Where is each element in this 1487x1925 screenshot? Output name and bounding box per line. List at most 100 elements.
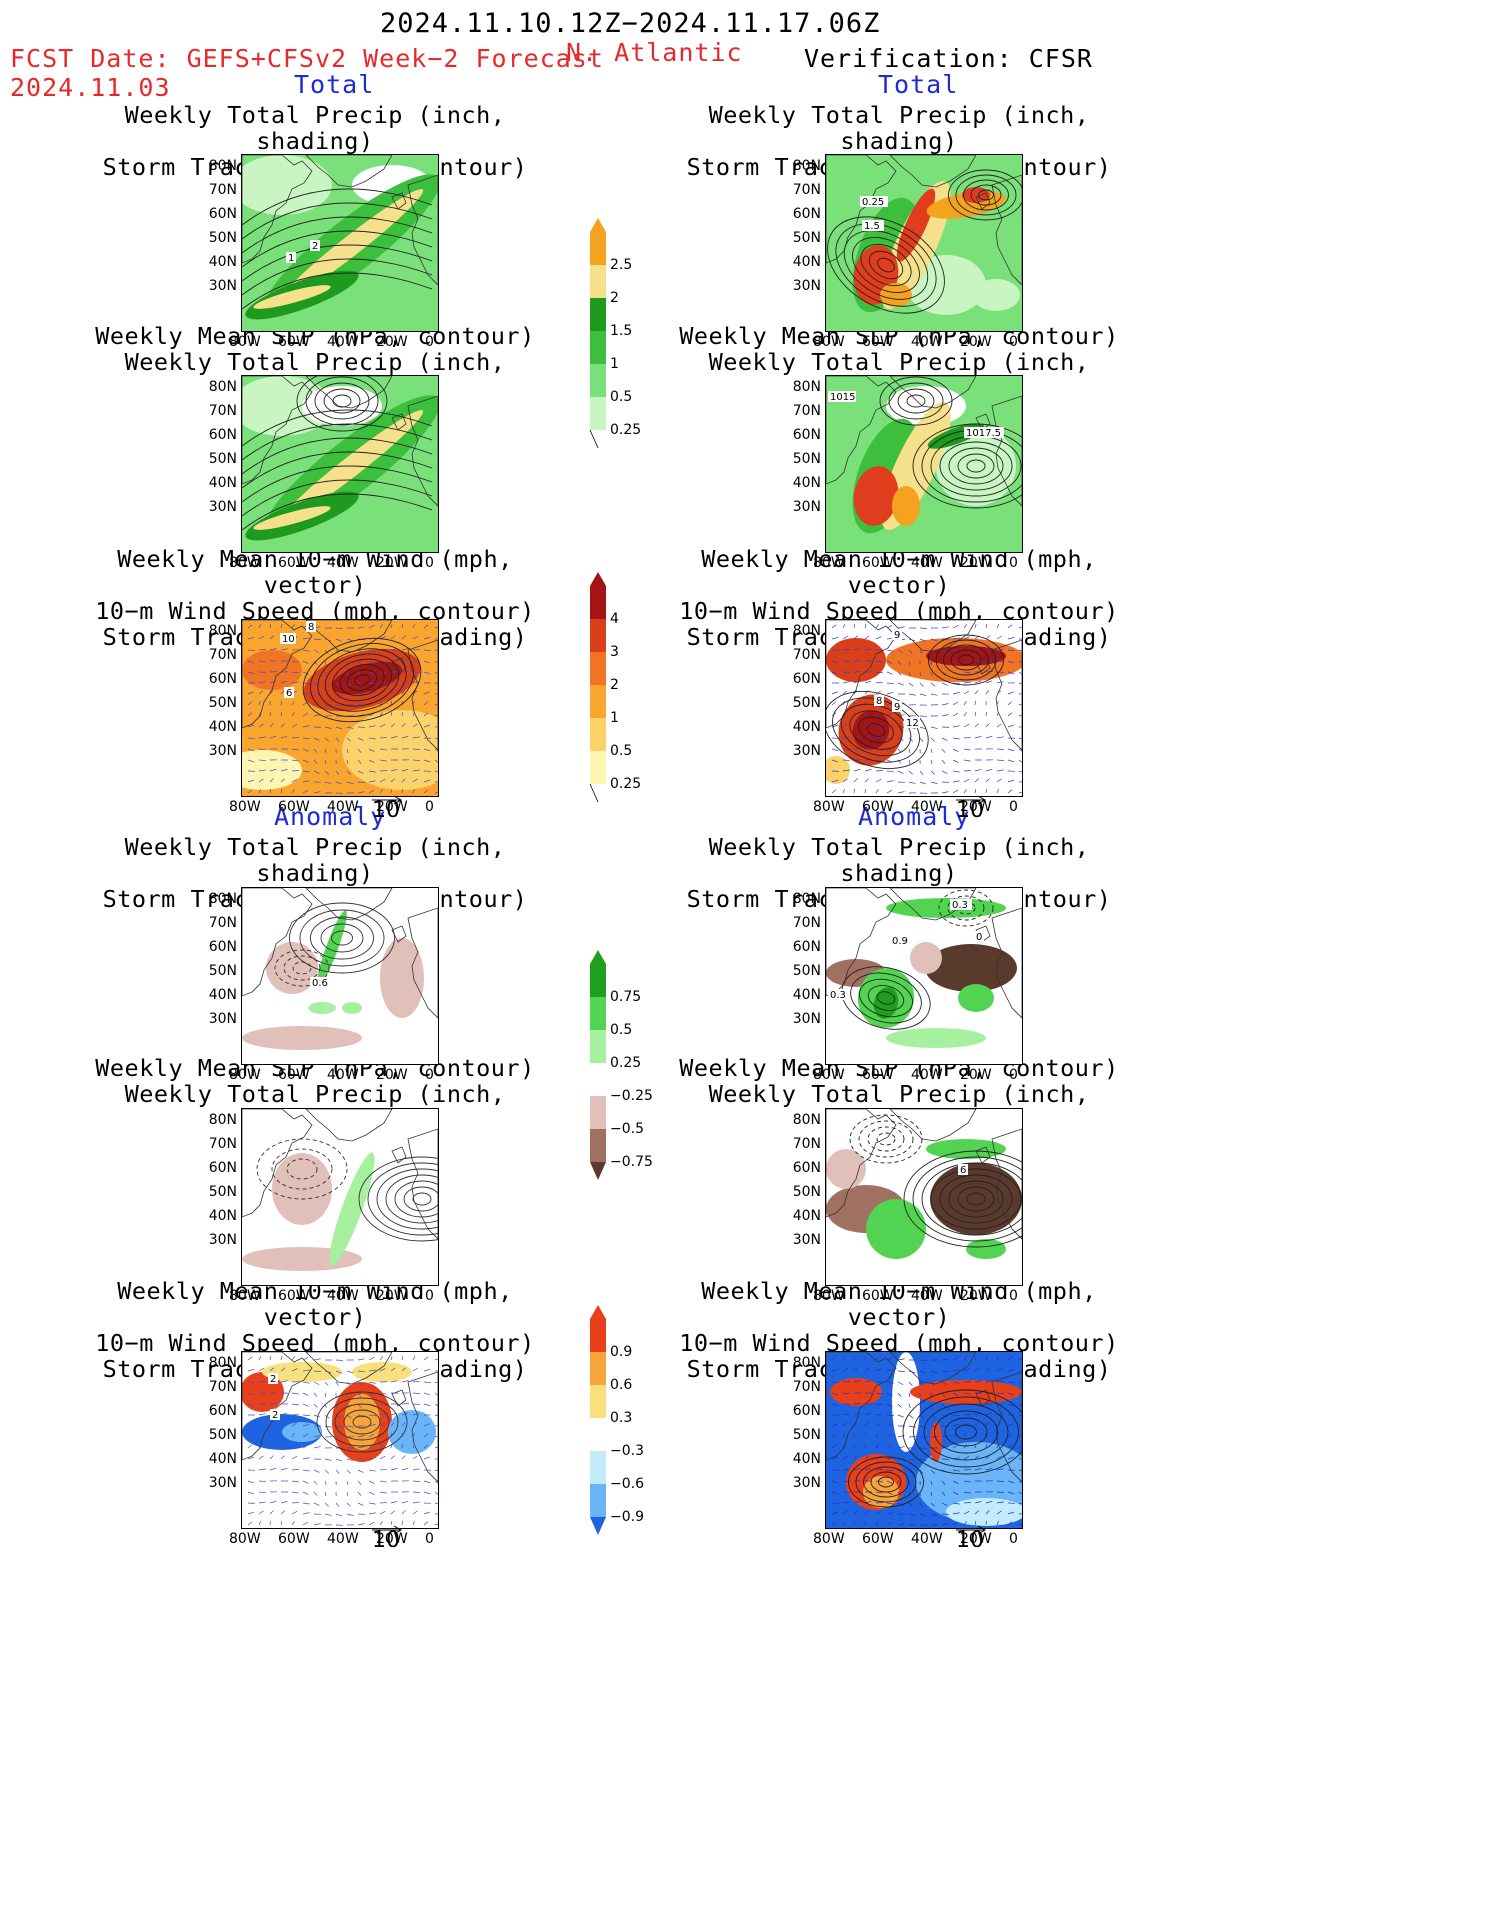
lat-tick-label: 60N — [792, 1403, 821, 1419]
lat-tick-label: 60N — [792, 671, 821, 687]
lat-tick-label: 50N — [792, 1184, 821, 1200]
lon-tick-label: 0 — [425, 1288, 434, 1304]
lat-tick-label: 40N — [208, 475, 237, 491]
total-label-left: Total — [294, 70, 375, 99]
lat-tick-label: 30N — [208, 1475, 237, 1491]
lon-tick-label: 20W — [960, 1288, 992, 1304]
anomaly-label-right: Anomaly — [858, 802, 971, 831]
lon-tick-label: 0 — [1009, 1067, 1018, 1083]
lon-tick-label: 60W — [278, 334, 310, 350]
lat-tick-label: 60N — [208, 939, 237, 955]
lon-tick-label: 20W — [960, 1531, 992, 1547]
colorbar-precip-anomaly: 0.75 0.5 0.25 −0.25 −0.5 −0.75 — [584, 950, 653, 1185]
lat-tick-label: 60N — [208, 427, 237, 443]
lon-tick-label: 0 — [1009, 799, 1018, 815]
lon-tick-label: 0 — [425, 1531, 434, 1547]
lon-tick-label: 20W — [376, 799, 408, 815]
verification-label: Verification: CFSR — [804, 44, 1093, 73]
lat-tick-label: 40N — [792, 254, 821, 270]
map-forecast-precip-track-anomaly: 0.6 — [241, 887, 439, 1065]
colorbar-tick-label: 0.75 — [610, 989, 642, 1005]
lon-tick-label: 60W — [862, 555, 894, 571]
svg-text:0.3: 0.3 — [952, 900, 968, 911]
lon-tick-label: 80W — [229, 799, 261, 815]
lon-tick-label: 60W — [278, 1288, 310, 1304]
lat-tick-label: 60N — [208, 671, 237, 687]
lon-tick-label: 20W — [960, 555, 992, 571]
vector-reference: 10 — [954, 790, 994, 830]
lat-tick-label: 60N — [208, 1160, 237, 1176]
lat-tick-label: 30N — [792, 499, 821, 515]
lat-tick-label: 30N — [208, 499, 237, 515]
vector-reference-label: 10 — [372, 1528, 400, 1553]
lon-tick-label: 40W — [911, 1531, 943, 1547]
lon-tick-label: 60W — [278, 1067, 310, 1083]
colorbar-tick-label: −0.3 — [610, 1443, 644, 1459]
lat-tick-label: 50N — [792, 1427, 821, 1443]
lon-tick-label: 80W — [813, 1288, 845, 1304]
colorbar-tick-label: 1 — [610, 710, 619, 726]
vector-reference-label: 10 — [956, 798, 984, 823]
colorbar-track-anomaly: 0.9 0.6 0.3 −0.3 −0.6 −0.9 — [584, 1305, 644, 1540]
lat-tick-label: 60N — [792, 427, 821, 443]
lon-tick-label: 40W — [911, 1288, 943, 1304]
lat-tick-label: 40N — [208, 1208, 237, 1224]
map-forecast-slp-precip-anomaly — [241, 1108, 439, 1286]
lon-tick-label: 40W — [911, 334, 943, 350]
lat-tick-label: 60N — [792, 939, 821, 955]
lat-tick-label: 70N — [208, 647, 237, 663]
lon-tick-label: 60W — [862, 1531, 894, 1547]
svg-text:9: 9 — [894, 630, 900, 641]
lat-tick-label: 50N — [208, 230, 237, 246]
colorbar-tick-label: 0.5 — [610, 389, 633, 405]
lon-tick-label: 40W — [327, 1531, 359, 1547]
lon-tick-label: 0 — [1009, 555, 1018, 571]
lat-tick-label: 50N — [208, 451, 237, 467]
lat-tick-label: 40N — [792, 1451, 821, 1467]
lat-tick-label: 50N — [792, 695, 821, 711]
lat-tick-label: 50N — [792, 963, 821, 979]
lat-tick-label: 80N — [208, 1112, 237, 1128]
lon-tick-label: 40W — [327, 1288, 359, 1304]
lat-tick-label: 50N — [208, 963, 237, 979]
lat-tick-label: 60N — [208, 206, 237, 222]
lat-tick-label: 70N — [208, 182, 237, 198]
lon-tick-label: 20W — [376, 1288, 408, 1304]
lat-tick-label: 70N — [792, 1136, 821, 1152]
colorbar-tick-label: 0.3 — [610, 1410, 633, 1426]
map-verif-wind-track-total: 9 8 9 12 — [825, 619, 1023, 797]
map-verif-slp-precip-total: 1015 1017.5 — [825, 375, 1023, 553]
lat-tick-label: 70N — [208, 403, 237, 419]
map-forecast-wind-track-total: 8 10 6 — [241, 619, 439, 797]
svg-text:1017.5: 1017.5 — [966, 428, 1001, 439]
lon-tick-label: 20W — [376, 334, 408, 350]
lon-tick-label: 40W — [911, 555, 943, 571]
map-verif-precip-track-anomaly: 0.3 0.9 0.3 0 — [825, 887, 1023, 1065]
vector-reference-label: 10 — [372, 798, 400, 823]
lat-tick-label: 70N — [792, 1379, 821, 1395]
panel-title-o5: Weekly Mean SLP (hPa, contour) Weekly Tot… — [679, 1054, 1119, 1133]
fcst-date: 2024.11.03 — [10, 73, 171, 102]
lat-tick-label: 70N — [792, 915, 821, 931]
date-range-title: 2024.11.10.12Z−2024.11.17.06Z — [380, 8, 881, 39]
lon-tick-label: 60W — [862, 799, 894, 815]
svg-text:2: 2 — [312, 241, 318, 252]
lon-tick-label: 80W — [813, 555, 845, 571]
svg-text:6: 6 — [286, 688, 292, 699]
map-forecast-slp-precip-total — [241, 375, 439, 553]
lat-tick-label: 30N — [208, 1011, 237, 1027]
lon-tick-label: 0 — [1009, 334, 1018, 350]
colorbar-tick-label: 3 — [610, 644, 619, 660]
lon-tick-label: 60W — [862, 1067, 894, 1083]
colorbar-tick-label: −0.9 — [610, 1509, 644, 1525]
lat-tick-label: 70N — [792, 403, 821, 419]
lat-tick-label: 50N — [792, 230, 821, 246]
vector-reference-label: 10 — [956, 1528, 984, 1553]
vector-reference: 10 — [370, 790, 410, 830]
lon-tick-label: 20W — [960, 799, 992, 815]
svg-text:1015: 1015 — [830, 392, 855, 403]
lon-tick-label: 20W — [376, 555, 408, 571]
colorbar-tick-label: 2 — [610, 290, 619, 306]
lat-tick-label: 30N — [792, 1232, 821, 1248]
svg-text:12: 12 — [906, 718, 919, 729]
